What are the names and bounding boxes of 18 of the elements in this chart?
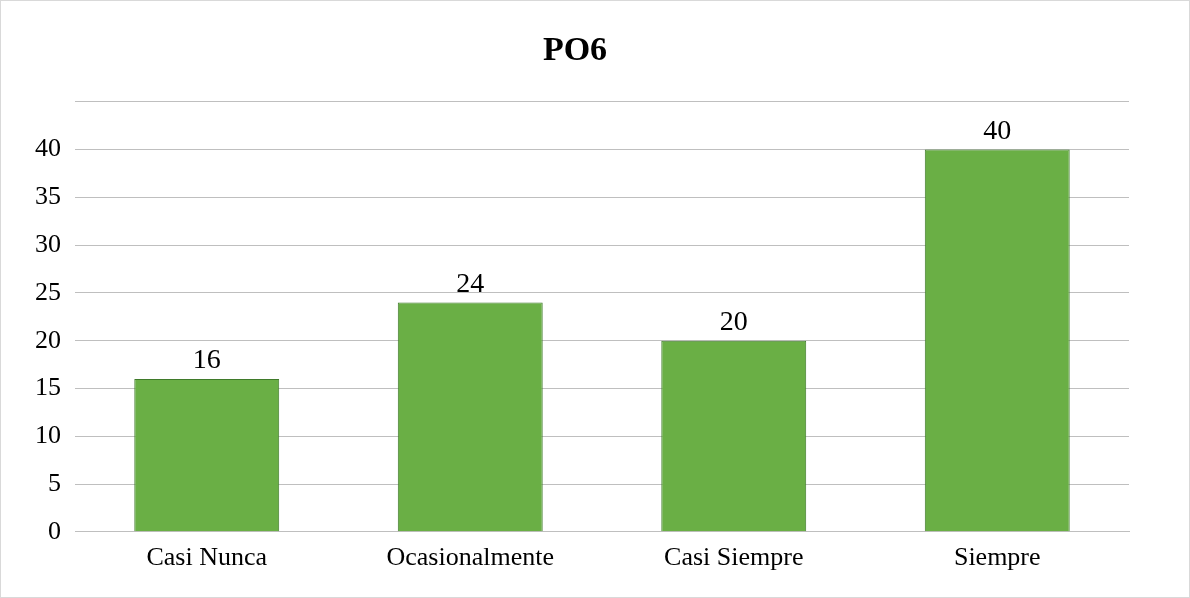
x-tick-label: Ocasionalmente xyxy=(386,542,554,572)
y-tick-label: 0 xyxy=(48,515,61,545)
chart-title: PO6 xyxy=(542,30,608,68)
data-label: 40 xyxy=(983,113,1012,145)
data-label: 16 xyxy=(192,343,221,375)
y-tick-label: 5 xyxy=(48,467,61,497)
y-tick-label: 30 xyxy=(35,228,61,258)
y-tick-label: 25 xyxy=(35,276,61,306)
y-tick-label: 40 xyxy=(35,133,61,163)
x-tick-label: Casi Siempre xyxy=(664,542,804,572)
y-tick-label: 35 xyxy=(35,181,61,211)
data-label: 20 xyxy=(719,305,748,337)
y-tick-label: 20 xyxy=(35,324,61,354)
y-tick-label: 15 xyxy=(35,372,61,402)
data-label: 24 xyxy=(456,266,485,298)
y-tick-label: 10 xyxy=(35,420,61,450)
x-tick-label: Casi Nunca xyxy=(146,542,268,572)
x-tick-label: Siempre xyxy=(953,542,1041,572)
